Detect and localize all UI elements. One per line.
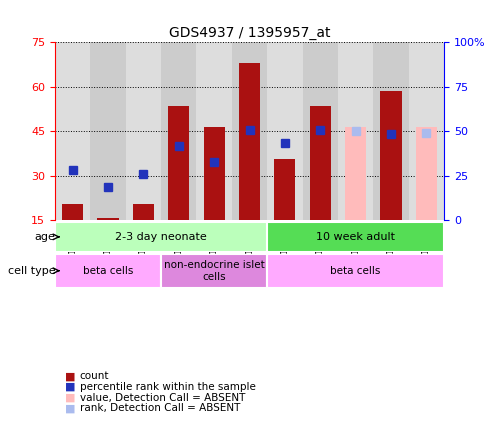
Bar [267, 254, 444, 288]
Bar [274, 159, 295, 220]
Bar [338, 42, 373, 220]
Title: GDS4937 / 1395957_at: GDS4937 / 1395957_at [169, 26, 330, 40]
Bar [373, 42, 409, 220]
Text: ■: ■ [65, 382, 75, 392]
Bar [310, 106, 331, 220]
Text: value, Detection Call = ABSENT: value, Detection Call = ABSENT [80, 393, 245, 403]
Bar [239, 63, 260, 220]
Text: beta cells: beta cells [330, 266, 381, 276]
Bar [133, 204, 154, 220]
Bar [161, 254, 267, 288]
Bar [62, 204, 83, 220]
Text: count: count [80, 371, 109, 382]
Bar [302, 42, 338, 220]
Bar [55, 254, 161, 288]
Bar [197, 42, 232, 220]
Text: rank, Detection Call = ABSENT: rank, Detection Call = ABSENT [80, 403, 240, 413]
Bar [97, 218, 119, 220]
Bar [161, 42, 197, 220]
Bar [55, 42, 90, 220]
Bar [416, 127, 437, 220]
Text: age: age [34, 232, 55, 242]
Bar [232, 42, 267, 220]
Bar [267, 222, 444, 252]
Text: 10 week adult: 10 week adult [316, 232, 395, 242]
Text: ■: ■ [65, 403, 75, 413]
Bar [409, 42, 444, 220]
Bar [267, 42, 302, 220]
Bar [55, 222, 267, 252]
Bar [345, 127, 366, 220]
Text: ■: ■ [65, 371, 75, 382]
Bar [380, 91, 402, 220]
Bar [90, 42, 126, 220]
Bar [168, 106, 189, 220]
Text: 2-3 day neonate: 2-3 day neonate [115, 232, 207, 242]
Text: ■: ■ [65, 393, 75, 403]
Text: beta cells: beta cells [83, 266, 133, 276]
Text: non-endocrine islet
cells: non-endocrine islet cells [164, 260, 264, 282]
Text: percentile rank within the sample: percentile rank within the sample [80, 382, 255, 392]
Bar [126, 42, 161, 220]
Bar [204, 127, 225, 220]
Text: cell type: cell type [7, 266, 55, 276]
